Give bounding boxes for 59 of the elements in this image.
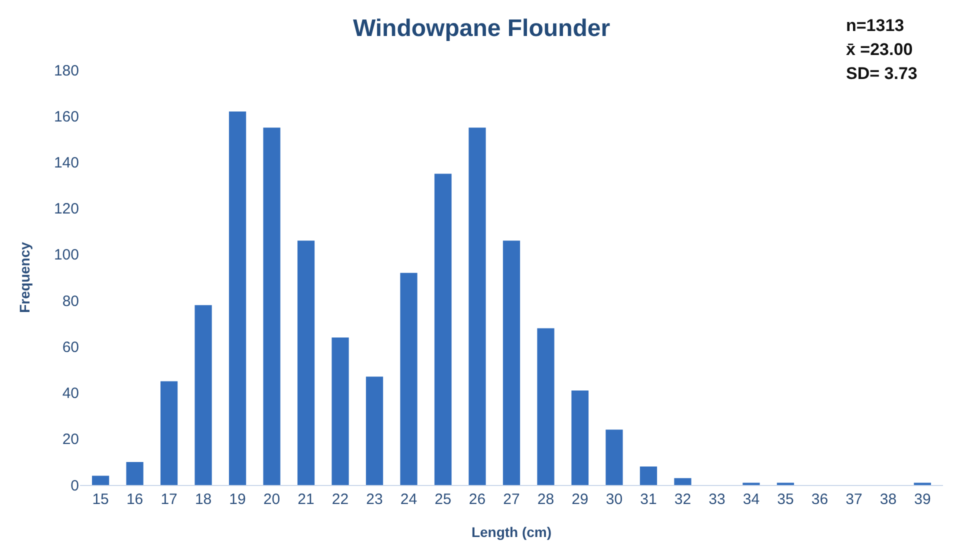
bar <box>228 112 246 485</box>
y-tick-label: 80 <box>62 292 79 310</box>
bar <box>571 390 589 485</box>
x-tick-label: 21 <box>298 491 314 508</box>
y-tick-label: 60 <box>62 338 79 356</box>
x-tick-label: 26 <box>468 491 486 508</box>
bar <box>160 381 178 485</box>
x-tick-label: 23 <box>366 491 383 508</box>
y-axis-title: Frequency <box>16 242 33 313</box>
x-axis-title: Length (cm) <box>471 524 552 540</box>
bar <box>434 174 452 485</box>
bar <box>537 328 554 485</box>
x-tick-label: 16 <box>126 491 144 508</box>
y-tick-label: 120 <box>54 200 79 218</box>
bar <box>332 337 349 485</box>
bar <box>366 376 384 485</box>
x-tick-label: 31 <box>640 491 657 508</box>
x-tick-label: 33 <box>708 491 726 508</box>
x-tick-label: 29 <box>572 491 588 508</box>
x-tick-label: 28 <box>537 491 554 508</box>
bar <box>640 466 658 485</box>
chart-title: Windowpane Flounder <box>352 15 610 42</box>
x-tick-label: 38 <box>880 491 897 508</box>
x-tick-label: 18 <box>194 491 212 508</box>
y-tick-label: 0 <box>70 477 79 494</box>
bar <box>502 240 520 485</box>
bar <box>297 240 315 485</box>
bar <box>263 128 280 485</box>
x-tick-label: 22 <box>332 491 349 508</box>
x-tick-label: 35 <box>777 491 794 508</box>
bar <box>606 430 623 485</box>
x-tick-label: 24 <box>400 491 418 508</box>
y-tick-label: 20 <box>62 431 79 448</box>
y-tick-label: 100 <box>54 246 79 264</box>
x-tick-label: 19 <box>229 491 246 508</box>
text: x̄ =23.00 <box>846 40 913 59</box>
y-tick-label: 180 <box>54 62 79 80</box>
x-tick-label: 34 <box>742 491 760 508</box>
x-tick-label: 32 <box>674 491 692 508</box>
bar <box>92 476 110 485</box>
x-tick-label: 17 <box>160 491 178 508</box>
bar <box>194 305 212 485</box>
bar <box>468 128 486 485</box>
bar <box>400 272 418 485</box>
y-tick-label: 40 <box>62 385 79 402</box>
y-tick-label: 140 <box>54 154 79 172</box>
x-tick-label: 27 <box>503 491 520 508</box>
x-tick-label: 36 <box>811 491 828 508</box>
annotation: SD= 3.73 <box>846 64 918 83</box>
text: n=1313 <box>846 16 904 35</box>
bar <box>126 462 144 485</box>
y-tick-label: 160 <box>54 108 79 126</box>
x-tick-label: 20 <box>263 491 280 508</box>
x-tick-label: 30 <box>606 491 623 508</box>
bar <box>674 478 692 485</box>
x-tick-label: 39 <box>914 491 931 508</box>
x-tick-label: 37 <box>846 491 862 508</box>
x-tick-label: 25 <box>434 491 452 508</box>
x-tick-label: 15 <box>92 491 109 508</box>
